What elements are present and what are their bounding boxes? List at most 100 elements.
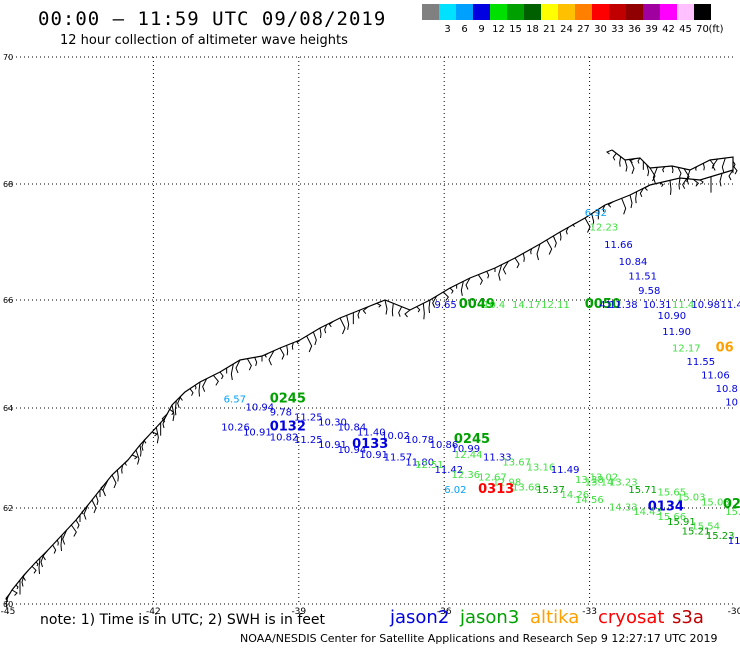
coast-fjord — [644, 184, 651, 191]
coast-fjord — [155, 427, 159, 444]
wave-height-label: 15.91 — [667, 517, 696, 528]
scale-swatch — [558, 4, 575, 20]
coast-fjord — [306, 335, 313, 353]
coast-fjord — [143, 435, 149, 444]
coast-fjord — [428, 299, 431, 314]
scale-swatch — [575, 4, 592, 20]
coast-fjord — [635, 191, 638, 204]
wave-height-label: 15.03 — [677, 493, 706, 504]
coast-fjord — [612, 153, 617, 161]
scale-swatch — [439, 4, 456, 20]
wave-height-label: 10.91 — [318, 440, 347, 451]
wave-height-label: 11.4 — [720, 300, 740, 311]
wave-height-label: 12.23 — [590, 222, 619, 233]
scale-swatch — [422, 4, 439, 20]
wave-height-label: 6.02 — [444, 485, 466, 496]
coast-fjord — [621, 198, 627, 215]
wave-height-label: 0050 — [585, 297, 621, 312]
wave-height-label: 10.98 — [691, 300, 720, 311]
coast-fjord — [391, 303, 394, 317]
wave-height-label: 14.26 — [561, 490, 590, 501]
coast-fjord — [591, 213, 595, 227]
wave-height-label: 10.94 — [245, 403, 274, 414]
wave-height-label: 14.17 — [512, 300, 541, 311]
wave-height-label: 13.14 — [585, 478, 614, 489]
wave-height-label: 10.02 — [381, 431, 410, 442]
scale-label: 18 — [526, 24, 539, 35]
coast-fjord — [194, 385, 197, 390]
credit-line: NOAA/NESDIS Center for Satellite Applica… — [240, 632, 718, 645]
wave-height-label: 13.16 — [527, 463, 556, 474]
wave-height-label: 10.84 — [338, 423, 367, 434]
coast-fjord — [552, 235, 557, 248]
wave-height-label: 10.26 — [221, 423, 250, 434]
wave-height-label: 12.67 — [478, 473, 507, 484]
scale-swatch — [626, 4, 643, 20]
wave-height-label: 06 — [716, 340, 734, 355]
scale-label: 27 — [577, 24, 590, 35]
coast-fjord — [565, 227, 569, 235]
wave-height-label: 9.58 — [638, 286, 660, 297]
coast-fjord — [81, 509, 85, 515]
coast-fjord — [649, 167, 656, 182]
wave-height-label: 11.40 — [357, 428, 386, 439]
coast-fjord — [162, 417, 166, 429]
coast-fjord — [465, 277, 471, 290]
wave-height-label: 11.25 — [294, 413, 323, 424]
wave-height-label: 15.71 — [628, 485, 657, 496]
wave-height-label: 11.51 — [628, 272, 657, 283]
coast-fjord — [619, 156, 622, 167]
wave-height-label: 10.30 — [318, 418, 347, 429]
coast-fjord — [324, 324, 328, 334]
scale-label: 36 — [628, 24, 641, 35]
lon-tick-label: -45 — [1, 607, 16, 617]
wave-height-label: 12.44 — [454, 450, 483, 461]
coast-fjord — [637, 157, 641, 164]
coast-fjord — [312, 331, 317, 346]
wave-height-label: 12.98 — [493, 478, 522, 489]
coast-fjord — [198, 381, 201, 397]
coast-fjord — [477, 274, 483, 285]
wave-height-label: 10.99 — [451, 444, 480, 455]
wave-height-label: 12.11 — [541, 300, 570, 311]
coast-fjord — [652, 167, 658, 184]
legend-jason3: jason3 — [460, 607, 520, 628]
wave-height-label: 10.90 — [657, 311, 686, 322]
wave-height-label: 0132 — [270, 420, 306, 435]
coast-fjord — [40, 553, 45, 568]
coast-fjord — [100, 484, 105, 491]
coast-fjord — [235, 359, 241, 374]
coast-fjord — [662, 166, 666, 173]
coast-fjord — [712, 158, 719, 171]
coast-fjord — [486, 271, 490, 279]
lon-tick-label: -39 — [291, 607, 306, 617]
wave-height-label: 10.94 — [338, 445, 367, 456]
wave-height-label: 11.06 — [701, 370, 730, 381]
coast-fjord — [709, 159, 715, 169]
coast-fjord — [702, 163, 705, 171]
wave-height-label: 11.55 — [687, 357, 716, 368]
scale-label: 9 — [478, 24, 485, 35]
coast-fjord — [384, 299, 388, 315]
wave-height-label: 10.84 — [619, 257, 648, 268]
coast-fjord — [629, 194, 633, 209]
scale-label: 33 — [611, 24, 624, 35]
wave-height-label: 9.65 — [435, 300, 457, 311]
lon-tick-label: -33 — [582, 607, 597, 617]
coast-fjord — [15, 584, 19, 590]
wave-height-label: 10.91 — [243, 428, 272, 439]
coast-fjord — [139, 444, 142, 457]
lat-tick-label: 66 — [3, 296, 13, 305]
coast-fjord — [11, 589, 18, 596]
scale-label: 21 — [543, 24, 556, 35]
wave-height-label: 0133 — [352, 437, 388, 452]
coast-fjord — [5, 596, 9, 609]
scale-label: 3 — [444, 24, 451, 35]
coast-fjord — [35, 561, 39, 567]
coast-fjord — [607, 201, 614, 208]
legend-s3a: s3a — [672, 607, 704, 628]
scale-label: 6 — [461, 24, 468, 35]
coast-fjord — [422, 303, 425, 320]
coast-fjord — [212, 375, 219, 386]
lat-tick-label: 62 — [3, 504, 13, 513]
